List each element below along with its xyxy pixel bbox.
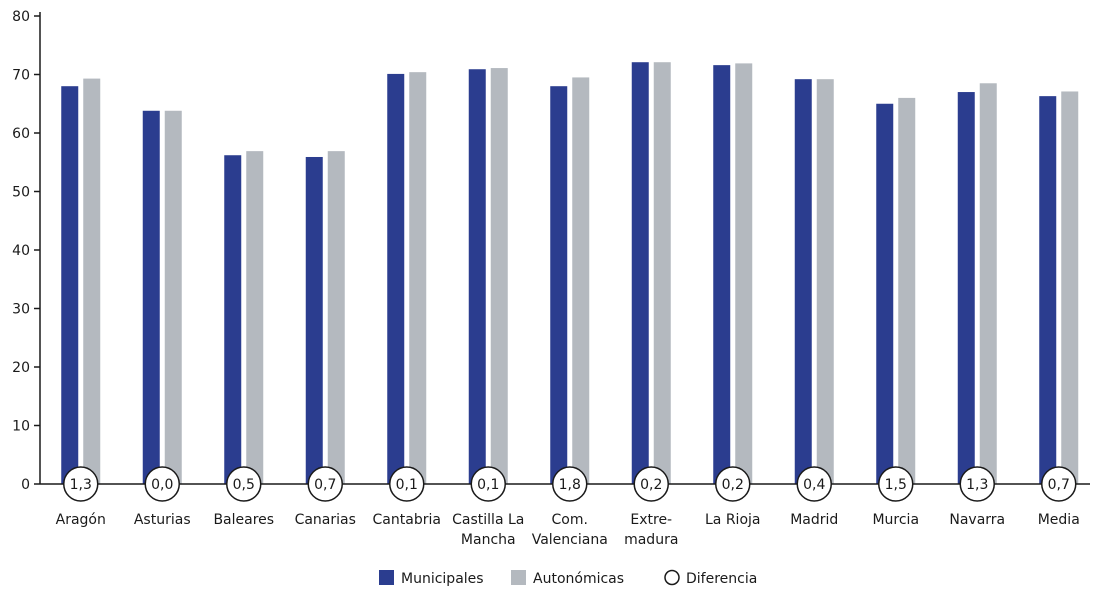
difference-label: 1,8 [559, 477, 581, 493]
bar-autonomicas [898, 97, 916, 485]
difference-label: 0,5 [233, 477, 255, 493]
y-tick-label: 50 [12, 185, 30, 201]
bar-autonomicas [816, 79, 834, 485]
bar-municipales [468, 69, 486, 485]
bar-municipales [142, 110, 160, 485]
legend-label: Autonómicas [533, 571, 624, 587]
category-label: Cantabria [373, 512, 441, 528]
category-label: La Rioja [705, 512, 760, 528]
bar-municipales [794, 79, 812, 485]
bar-autonomicas [409, 72, 427, 484]
category-label: Mancha [461, 532, 516, 548]
difference-circle [144, 466, 180, 502]
bar-municipales [1039, 96, 1057, 485]
category-label: Madrid [790, 512, 838, 528]
difference-label: 0,1 [396, 477, 418, 493]
category-label: Asturias [134, 512, 191, 528]
category-label: Murcia [872, 512, 919, 528]
category-label: madura [624, 532, 678, 548]
bar-autonomicas [572, 77, 590, 485]
difference-label: 0,7 [1048, 477, 1070, 493]
bar-municipales [387, 73, 405, 484]
y-tick-label: 0 [21, 477, 30, 493]
difference-circle [1041, 466, 1077, 502]
difference-label: 0,0 [151, 477, 173, 493]
y-tick-label: 70 [12, 68, 30, 84]
bar-municipales [631, 62, 649, 485]
difference-circle [878, 466, 914, 502]
y-tick-label: 80 [12, 9, 30, 25]
difference-label: 0,1 [477, 477, 499, 493]
category-label: Canarias [295, 512, 356, 528]
legend-swatch [511, 570, 526, 585]
bar-municipales [957, 92, 975, 485]
difference-circle [389, 466, 425, 502]
bar-autonomicas [1061, 91, 1079, 484]
difference-label: 0,4 [803, 477, 825, 493]
bar-autonomicas [653, 62, 671, 485]
difference-label: 0,2 [722, 477, 744, 493]
difference-circle [552, 466, 588, 502]
bar-municipales [61, 86, 79, 484]
bar-autonomicas [327, 151, 345, 484]
difference-label: 1,5 [885, 477, 907, 493]
y-tick-label: 10 [12, 419, 30, 435]
category-label: Valenciana [532, 532, 608, 548]
y-tick-label: 30 [12, 302, 30, 318]
difference-label: 1,3 [966, 477, 988, 493]
y-tick-label: 60 [12, 126, 30, 142]
bar-municipales [876, 103, 894, 484]
bar-municipales [550, 86, 568, 484]
difference-circle [470, 466, 506, 502]
bar-autonomicas [735, 63, 753, 484]
difference-circle [959, 466, 995, 502]
category-label: Baleares [213, 512, 274, 528]
bar-autonomicas [490, 68, 508, 484]
y-tick-label: 20 [12, 360, 30, 376]
difference-circle [633, 466, 669, 502]
difference-label: 0,7 [314, 477, 336, 493]
difference-circle [715, 466, 751, 502]
difference-label: 1,3 [70, 477, 92, 493]
bar-autonomicas [979, 83, 997, 485]
category-label: Castilla La [452, 512, 524, 528]
bar-municipales [305, 156, 323, 485]
bar-municipales [713, 65, 731, 484]
category-label: Aragón [56, 512, 106, 528]
category-label: Extre- [630, 512, 672, 528]
legend-label: Diferencia [686, 571, 757, 587]
y-tick-label: 40 [12, 243, 30, 259]
difference-circle [307, 466, 343, 502]
bar-autonomicas [83, 78, 101, 484]
difference-label: 0,2 [640, 477, 662, 493]
bar-autonomicas [164, 110, 182, 485]
difference-circle [63, 466, 99, 502]
legend-label: Municipales [401, 571, 484, 587]
category-label: Media [1038, 512, 1080, 528]
category-label: Navarra [949, 512, 1005, 528]
legend-swatch [379, 570, 394, 585]
category-label: Com. [552, 512, 588, 528]
bar-municipales [224, 155, 242, 485]
legend-circle-icon [664, 569, 680, 586]
difference-circle [226, 466, 262, 502]
difference-circle [796, 466, 832, 502]
bar-autonomicas [246, 151, 264, 484]
